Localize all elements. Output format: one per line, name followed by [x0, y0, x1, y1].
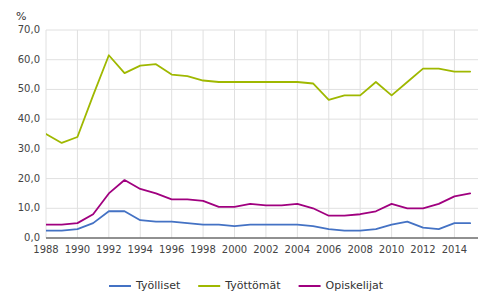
axes: 0,0 10,0 20,0 30,0 40,0 50,0 60,0 70,0 1988 1990 1…: [18, 24, 478, 255]
x-tick-label: 2012: [410, 244, 435, 255]
grid: [46, 30, 478, 238]
y-tick-label: 60,0: [18, 54, 40, 65]
legend: Työlliset Työttömät Opiskelijat: [109, 279, 384, 292]
x-grid-line: [265, 30, 266, 238]
legend-swatch: [299, 285, 321, 287]
x-tick-label: 2010: [379, 244, 404, 255]
x-grid-line: [140, 30, 141, 238]
x-tick-label: 2004: [285, 244, 310, 255]
y-grid-line: [46, 119, 478, 120]
x-tick-label: 1992: [96, 244, 121, 255]
y-tick-label: 20,0: [18, 173, 40, 184]
legend-label: Työttömät: [224, 279, 281, 292]
chart: 0,0 10,0 20,0 30,0 40,0 50,0 60,0 70,0 1988 1990 1…: [0, 0, 492, 302]
y-tick-label: 40,0: [18, 113, 40, 124]
x-tick-label: 1994: [128, 244, 153, 255]
y-grid-line: [46, 148, 478, 149]
background: [0, 0, 492, 302]
x-grid-line: [203, 30, 204, 238]
y-tick-label: 70,0: [18, 24, 40, 35]
x-grid-line: [360, 30, 361, 238]
x-grid-line: [328, 30, 329, 238]
x-tick-label: 2000: [222, 244, 247, 255]
legend-label: Työlliset: [135, 279, 181, 292]
legend-item: Työttömät: [198, 279, 281, 292]
x-grid-line: [391, 30, 392, 238]
lines: [46, 55, 470, 230]
y-grid-line: [46, 30, 478, 31]
y-tick-label: 0,0: [24, 232, 40, 243]
x-tick-label: 1996: [159, 244, 184, 255]
y-grid-line: [46, 89, 478, 90]
y-tick-label: 30,0: [18, 143, 40, 154]
x-grid-line: [454, 30, 455, 238]
y-grid-line: [46, 59, 478, 60]
x-grid-line: [297, 30, 298, 238]
x-tick-label: 2006: [316, 244, 341, 255]
series-line: [46, 180, 470, 225]
x-tick-label: 1988: [33, 244, 58, 255]
x-tick-label: 1998: [190, 244, 215, 255]
series-line: [46, 211, 470, 230]
series-line: [46, 55, 470, 143]
y-axis-label: %: [16, 10, 26, 23]
x-grid-line: [108, 30, 109, 238]
x-tick-label: 1990: [65, 244, 90, 255]
x-tick-label: 2002: [253, 244, 278, 255]
legend-item: Opiskelijat: [299, 279, 384, 292]
x-tick-label: 2014: [442, 244, 467, 255]
y-grid-line: [46, 178, 478, 179]
x-grid-line: [171, 30, 172, 238]
y-tick-label: 10,0: [18, 202, 40, 213]
legend-swatch: [198, 285, 220, 287]
legend-item: Työlliset: [109, 279, 181, 292]
y-tick-label: 50,0: [18, 83, 40, 94]
x-grid-line: [423, 30, 424, 238]
legend-label: Opiskelijat: [326, 279, 384, 292]
legend-swatch: [109, 285, 131, 287]
x-axis-line: [46, 238, 478, 239]
y-grid-line: [46, 238, 478, 239]
x-tick-label: 2008: [347, 244, 372, 255]
